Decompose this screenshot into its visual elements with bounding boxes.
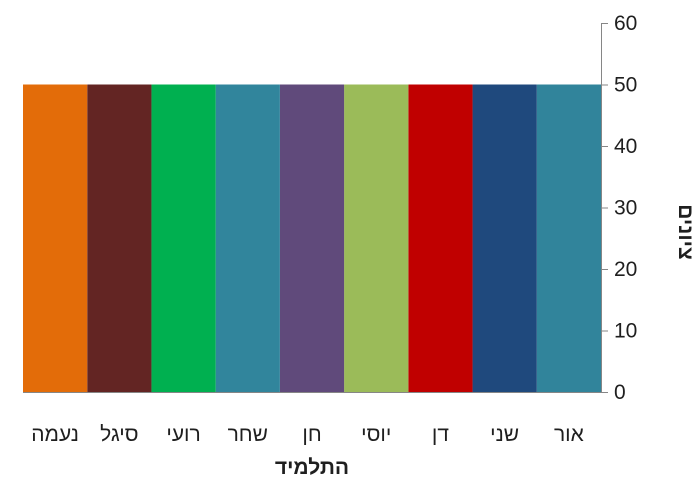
y-tick-label: 60 (614, 12, 637, 35)
bar-7 (151, 84, 216, 392)
y-tick-label: 50 (614, 74, 637, 97)
x-tick-label: דן (432, 423, 449, 446)
bar-1 (536, 84, 601, 392)
y-tick-label: 30 (614, 197, 637, 220)
bar-4 (344, 84, 409, 392)
bar-6 (215, 84, 280, 392)
x-tick-label: נעמה (31, 423, 79, 446)
bar-8 (87, 84, 152, 392)
x-tick-label: סיגל (100, 423, 138, 446)
y-tick-label: 40 (614, 135, 637, 158)
y-axis-title: ציונים (674, 204, 697, 260)
x-axis-title: התלמיד (275, 456, 349, 479)
x-tick-label: אור (554, 423, 584, 446)
x-tick-label: רועי (166, 423, 200, 446)
y-tick-label: 20 (614, 258, 637, 281)
x-tick-label: חן (302, 423, 321, 446)
bar-3 (408, 84, 473, 392)
x-axis: אור שני דן יוסי חן שחר רועי סיגל נעמה (23, 392, 608, 446)
y-tick-label: 0 (614, 381, 626, 404)
x-tick-labels: אור שני דן יוסי חן שחר רועי סיגל נעמה (31, 423, 584, 446)
y-tick-label: 10 (614, 320, 637, 343)
bar-9 (23, 84, 88, 392)
bar-5 (279, 84, 345, 392)
bar-2 (472, 84, 537, 392)
x-tick-label: שחר (228, 423, 268, 446)
y-ticks: 0 10 20 30 40 50 60 (601, 12, 637, 404)
x-tick-label: יוסי (361, 423, 391, 446)
x-tick-label: שני (490, 423, 519, 446)
bars-group (23, 84, 601, 392)
y-axis: 0 10 20 30 40 50 60 (601, 12, 637, 404)
